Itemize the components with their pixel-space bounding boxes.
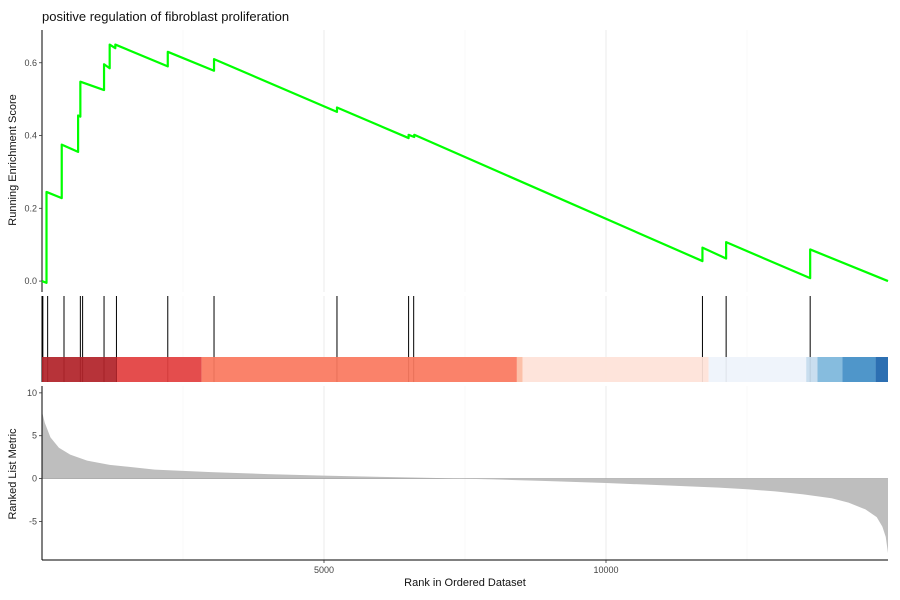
es-y-axis-title: Running Enrichment Score (7, 94, 19, 225)
color-bar-segment (117, 357, 202, 382)
metric-y-tick-label: 10 (27, 388, 37, 398)
color-bar-segment (708, 357, 807, 382)
x-tick-label: 10000 (593, 565, 618, 575)
color-bar-segment (875, 357, 888, 382)
rank-color-bar (42, 357, 888, 382)
metric-y-axis-title: Ranked List Metric (7, 428, 19, 520)
color-bar-segment (516, 357, 523, 382)
color-bar-segment (201, 357, 517, 382)
color-bar-segment (42, 357, 118, 382)
es-y-tick-label: 0.2 (24, 203, 37, 213)
x-tick-label: 5000 (314, 565, 334, 575)
color-bar-segment (522, 357, 709, 382)
x-axis-title: Rank in Ordered Dataset (404, 577, 526, 589)
running-enrichment-line (41, 43, 889, 284)
metric-y-tick-label: 5 (32, 431, 37, 441)
color-bar-segment (842, 357, 876, 382)
metric-y-tick-label: 0 (32, 474, 37, 484)
es-y-tick-label: 0.4 (24, 131, 37, 141)
chart-title: positive regulation of fibroblast prolif… (42, 9, 289, 24)
es-y-tick-label: 0.6 (24, 58, 37, 68)
es-y-tick-label: 0.0 (24, 276, 37, 286)
color-bar-segment (806, 357, 818, 382)
ranked-metric-area (42, 411, 888, 554)
color-bar-segment (817, 357, 843, 382)
ranked-metric-panel: -5 0 5 10 5000 10000 (27, 386, 888, 575)
running-enrichment-panel: 0.0 0.2 0.4 0.6 (24, 30, 889, 292)
metric-y-tick-label: -5 (29, 516, 37, 526)
